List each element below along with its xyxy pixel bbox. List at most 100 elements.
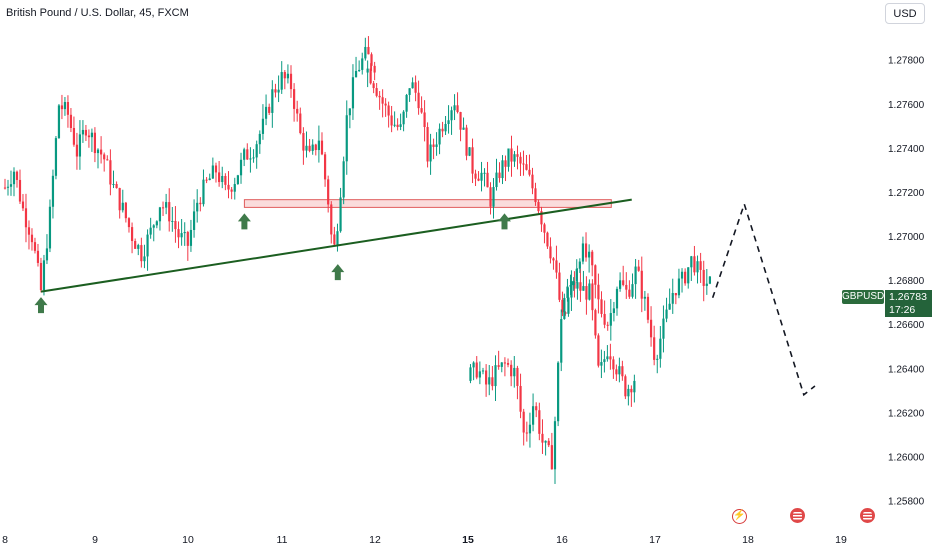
candle-body-up — [143, 256, 146, 262]
price-axis[interactable]: 1.27800 1.27600 1.27400 1.27200 1.27000 1.268… — [888, 56, 925, 508]
candle-body-down — [504, 160, 507, 167]
candle-body-down — [299, 113, 302, 134]
currency-button[interactable]: USD — [885, 3, 925, 24]
candle-body-up — [264, 106, 268, 119]
candle-body-down — [27, 227, 31, 235]
candle-body-up — [399, 124, 402, 127]
candle-body-down — [628, 289, 631, 297]
candle-body-up — [286, 73, 290, 79]
candle-body-down — [323, 154, 327, 180]
candle-body-down — [637, 266, 640, 271]
candle-body-up — [317, 140, 320, 151]
candle-body-up — [576, 282, 579, 289]
candle-body-down — [246, 149, 249, 160]
candle-body-down — [471, 147, 474, 174]
candle-body-up — [615, 288, 619, 309]
candle-body-up — [261, 118, 265, 134]
candle-body-up — [42, 260, 46, 291]
candle-body-down — [289, 73, 293, 90]
candle-body-down — [384, 103, 387, 106]
y-tick-label: 1.27200 — [888, 188, 925, 199]
candle-body-down — [36, 250, 40, 263]
y-tick-label: 1.26000 — [888, 453, 925, 464]
candle-body-up — [566, 286, 569, 298]
support-arrow-icon — [331, 264, 345, 281]
candle-body-down — [516, 154, 519, 157]
candle-body-up — [339, 197, 342, 232]
candle-body-up — [81, 129, 85, 135]
candle-body-up — [468, 147, 471, 156]
lightning-event-icon[interactable]: ⚡ — [732, 509, 747, 524]
symbol-badge: GBPUSD — [842, 290, 885, 304]
candle-body-down — [381, 97, 384, 104]
candle-body-down — [597, 335, 600, 366]
candle-body-down — [594, 310, 597, 336]
candle-body-up — [305, 145, 308, 151]
candle-body-down — [230, 189, 233, 192]
candle-body-down — [308, 145, 311, 151]
us-flag-event-icon[interactable] — [860, 508, 875, 523]
candle-body-down — [522, 411, 525, 433]
candle-body-up — [531, 406, 535, 425]
candle-body-down — [60, 105, 64, 110]
candle-body-down — [547, 440, 550, 446]
candle-body-up — [45, 248, 49, 261]
candle-body-down — [525, 432, 528, 434]
candle-body-up — [447, 120, 450, 125]
candle-body-down — [373, 65, 376, 73]
candle-body-up — [677, 278, 681, 296]
candle-body-down — [390, 115, 393, 126]
candle-body-down — [640, 270, 643, 299]
candle-body-up — [311, 144, 314, 151]
candle-body-up — [405, 94, 408, 112]
candle-body-up — [236, 175, 239, 185]
candle-body-up — [196, 202, 199, 212]
us-flag-event-icon[interactable] — [790, 508, 805, 523]
candle-body-up — [202, 179, 205, 205]
candle-body-down — [585, 286, 588, 300]
candle-body-down — [528, 169, 531, 175]
candle-body-up — [560, 319, 563, 363]
candle-body-down — [199, 202, 202, 205]
time-axis[interactable]: 8 9 10 11 12 15 16 17 18 19 — [2, 534, 847, 546]
candle-body-up — [137, 245, 140, 249]
candle-body-up — [171, 220, 174, 222]
candle-body-down — [485, 370, 488, 385]
candle-body-up — [501, 160, 504, 179]
candle-body-down — [603, 313, 606, 325]
candle-body-up — [155, 221, 158, 226]
candle-body-up — [438, 128, 441, 145]
candle-body-down — [214, 165, 218, 173]
candle-body-down — [93, 132, 97, 154]
candle-body-up — [183, 232, 186, 234]
candle-body-down — [33, 242, 37, 251]
candle-body-down — [612, 359, 615, 370]
candle-body-down — [100, 149, 103, 155]
candle-body-up — [643, 296, 646, 299]
candle-body-up — [481, 370, 485, 372]
candle-body-down — [540, 211, 543, 225]
candle-body-up — [345, 115, 348, 162]
candle-body-down — [293, 89, 296, 109]
ascending-trendline — [40, 198, 632, 293]
candle-body-up — [90, 132, 94, 138]
candle-body-up — [606, 356, 609, 360]
candle-body-down — [224, 175, 227, 185]
candle-body-up — [364, 46, 367, 59]
candle-body-down — [594, 265, 597, 285]
candle-body-up — [600, 362, 603, 366]
candle-body-down — [550, 445, 553, 470]
candle-body-down — [177, 229, 180, 238]
candle-body-up — [563, 297, 566, 320]
candle-body-up — [78, 134, 82, 157]
candle-body-up — [665, 309, 668, 319]
candle-body-down — [535, 406, 538, 411]
candle-body-up — [612, 308, 616, 314]
candle-body-down — [591, 251, 594, 266]
bar-countdown: 17:26 — [889, 304, 916, 316]
candle-body-up — [361, 58, 364, 70]
candle-body-down — [653, 337, 656, 360]
candle-body-down — [320, 140, 324, 155]
candle-body-down — [486, 172, 489, 188]
